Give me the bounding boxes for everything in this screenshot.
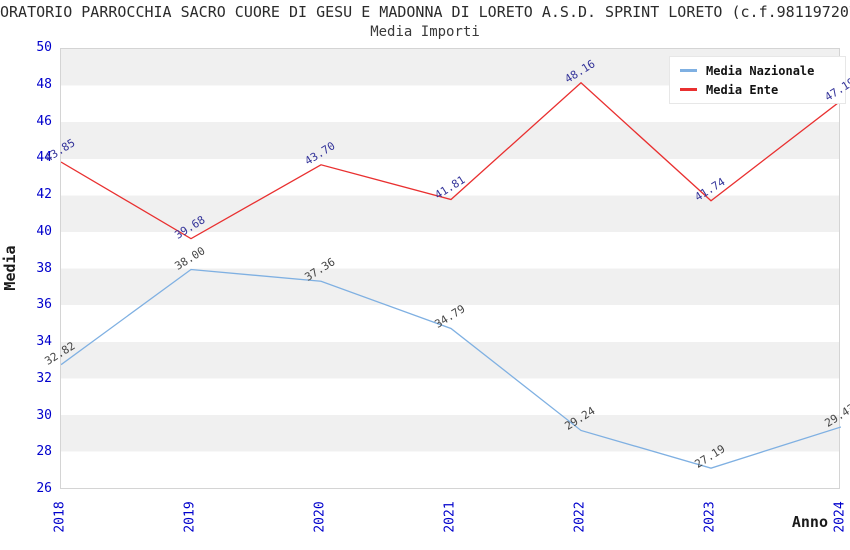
legend: Media Nazionale Media Ente [669,56,846,104]
x-tick-label: 2020 [312,501,328,533]
x-tick-label: 2018 [52,501,68,533]
y-tick-label: 42 [36,187,52,202]
y-tick-label: 48 [36,76,52,92]
legend-line-swatch [680,69,697,72]
legend-line-swatch [680,88,697,91]
y-tick-label: 34 [36,334,52,349]
chart-subtitle: Media Importi [370,24,480,40]
line-series-layer [61,81,841,469]
y-tick-label: 32 [36,370,52,386]
y-tick-label: 44 [36,150,52,166]
y-tick-label: 28 [36,444,52,460]
series-line-media-nazionale [61,268,841,469]
y-tick-label: 46 [36,113,52,129]
chart-title: ORATORIO PARROCCHIA SACRO CUORE DI GESU … [0,3,850,21]
y-tick-label: 40 [36,223,52,239]
x-tick-label: 2022 [572,501,588,533]
y-tick-label: 50 [36,40,52,55]
y-tick-label: 26 [36,481,52,496]
y-tick-label: 38 [36,260,52,276]
legend-item: Media Nazionale [680,64,845,78]
x-tick-label: 2021 [442,501,458,533]
y-axis-title: Media [1,245,19,291]
plot-area [60,48,841,489]
x-tick-label: 2023 [702,501,718,533]
y-tick-label: 30 [36,407,52,423]
legend-item-label: Media Ente [706,82,779,97]
x-axis-title: Anno [791,513,828,531]
x-tick-label: 2019 [182,501,198,533]
legend-item: Media Ente [680,83,845,97]
legend-item-label: Media Nazionale [706,63,815,78]
y-tick-label: 36 [36,297,52,313]
series-line-media-ente [61,81,841,240]
x-tick-label: 2024 [832,501,848,533]
